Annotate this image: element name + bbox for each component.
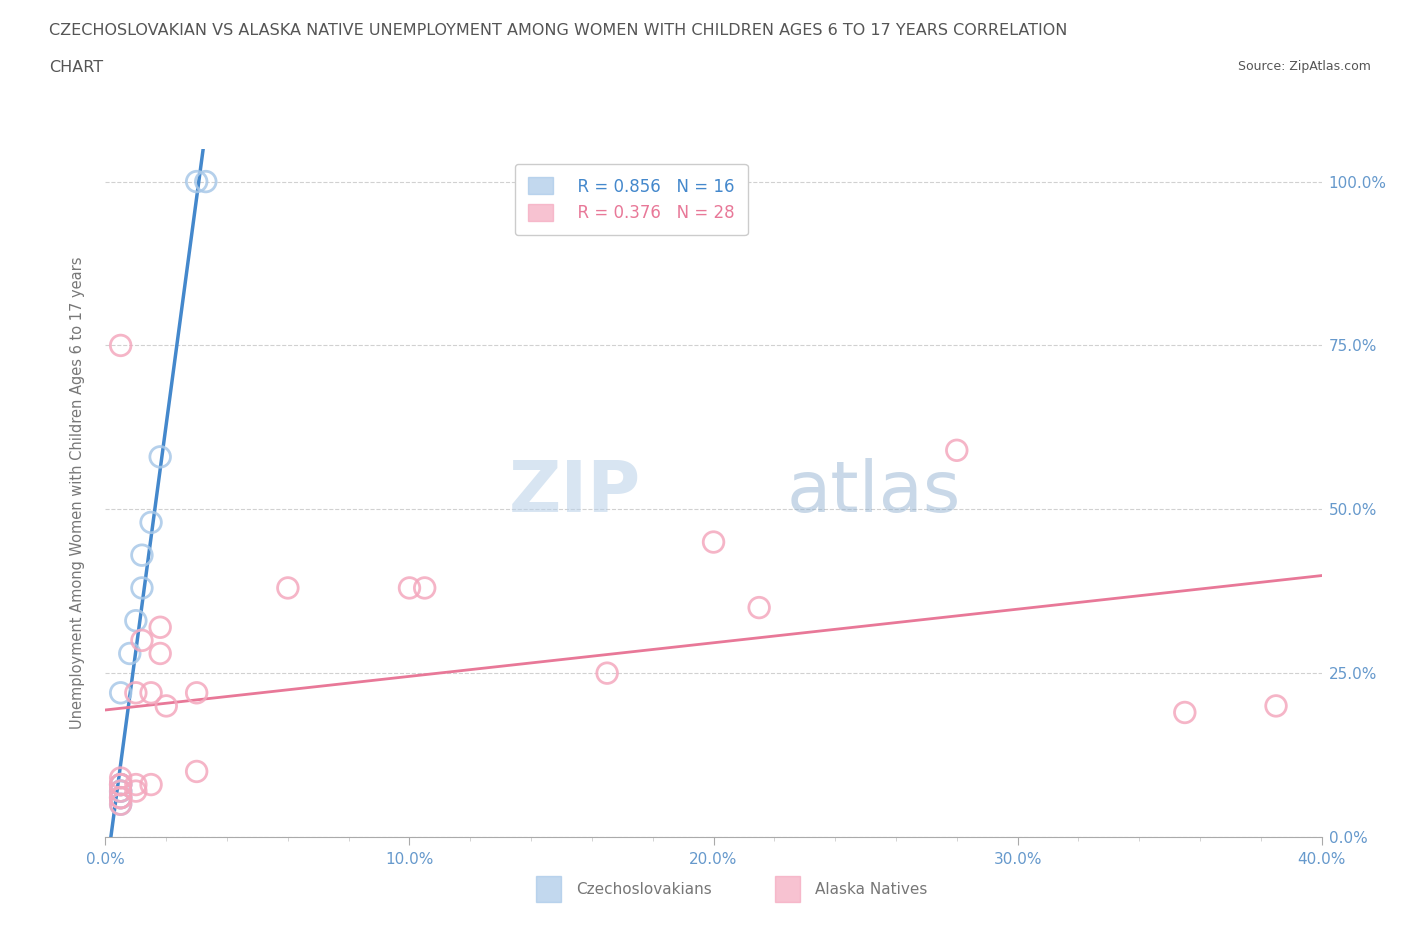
Text: Alaska Natives: Alaska Natives: [815, 882, 928, 897]
Text: atlas: atlas: [786, 458, 960, 527]
Point: [131, 580, 153, 595]
Text: ZIP: ZIP: [509, 458, 641, 527]
Point: [139, 777, 162, 792]
Point: [125, 613, 148, 628]
Point: [398, 580, 420, 595]
Point: [110, 784, 132, 799]
Point: [194, 174, 217, 189]
Point: [110, 784, 132, 799]
Text: Source: ZipAtlas.com: Source: ZipAtlas.com: [1237, 60, 1371, 73]
Point: [125, 685, 148, 700]
Legend:   R = 0.856   N = 16,   R = 0.376   N = 28: R = 0.856 N = 16, R = 0.376 N = 28: [515, 164, 748, 235]
Point: [139, 515, 162, 530]
Point: [155, 698, 177, 713]
Point: [110, 797, 132, 812]
Point: [149, 449, 172, 464]
Point: [110, 797, 132, 812]
Point: [125, 777, 148, 792]
Point: [110, 685, 132, 700]
Point: [110, 771, 132, 786]
Y-axis label: Unemployment Among Women with Children Ages 6 to 17 years: Unemployment Among Women with Children A…: [70, 257, 84, 729]
Text: CHART: CHART: [49, 60, 103, 75]
Point: [131, 633, 153, 648]
Point: [748, 600, 770, 615]
Point: [945, 443, 967, 458]
Point: [186, 174, 208, 189]
Point: [149, 646, 172, 661]
Point: [186, 764, 208, 779]
Point: [110, 777, 132, 792]
Point: [110, 777, 132, 792]
Point: [413, 580, 436, 595]
Text: Czechoslovakians: Czechoslovakians: [576, 882, 713, 897]
Point: [149, 619, 172, 634]
Point: [110, 338, 132, 352]
Point: [110, 790, 132, 805]
Point: [131, 548, 153, 563]
Point: [110, 777, 132, 792]
Point: [110, 790, 132, 805]
Point: [110, 777, 132, 792]
Point: [118, 646, 141, 661]
Point: [110, 784, 132, 799]
Point: [596, 666, 619, 681]
Point: [110, 790, 132, 805]
Point: [125, 784, 148, 799]
Text: CZECHOSLOVAKIAN VS ALASKA NATIVE UNEMPLOYMENT AMONG WOMEN WITH CHILDREN AGES 6 T: CZECHOSLOVAKIAN VS ALASKA NATIVE UNEMPLO…: [49, 23, 1067, 38]
Point: [1174, 705, 1197, 720]
Point: [277, 580, 299, 595]
Point: [186, 685, 208, 700]
Point: [702, 535, 725, 550]
Point: [139, 685, 162, 700]
Point: [110, 790, 132, 805]
Point: [1265, 698, 1288, 713]
